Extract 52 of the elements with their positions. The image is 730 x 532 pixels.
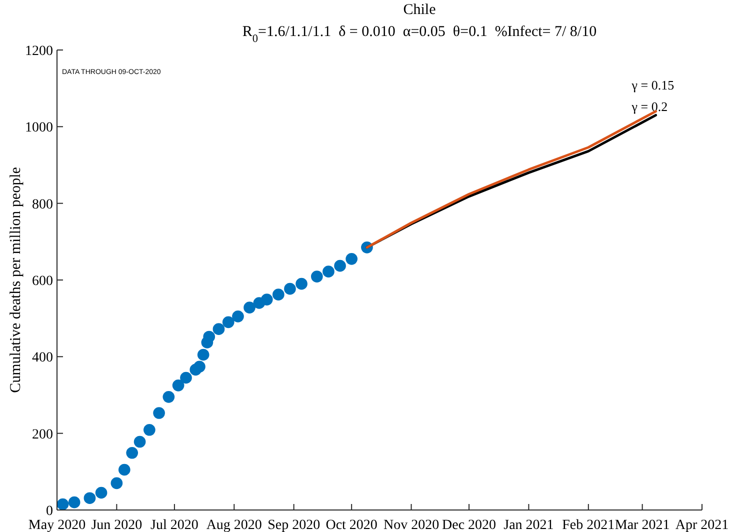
point [68, 496, 80, 508]
text: γ = 0.15 [630, 77, 674, 92]
point [322, 266, 334, 278]
point [272, 288, 284, 300]
y-axis-title: Cumulative deaths per million people [8, 166, 24, 393]
x-tick-label: Nov 2020 [383, 518, 440, 532]
point [212, 323, 225, 335]
x-tick-label: Sep 2020 [268, 518, 320, 532]
point [144, 424, 156, 436]
point [244, 302, 256, 314]
point [134, 436, 146, 448]
point [153, 407, 165, 419]
x-tick-label: Mar 2021 [614, 518, 670, 532]
x-tick-label: Oct 2020 [326, 518, 378, 532]
point [172, 380, 184, 392]
point [197, 348, 210, 361]
point [84, 492, 96, 504]
x-tick-label: Jun 2020 [91, 518, 142, 532]
y-tick-label: 400 [32, 350, 53, 366]
point [284, 282, 296, 295]
y-tick-label: 0 [46, 504, 53, 519]
series-label: γ = 0.2 [630, 99, 668, 114]
x-tick-label: May 2020 [28, 518, 86, 532]
point [232, 310, 244, 322]
x-tick-label: Dec 2020 [442, 518, 496, 532]
point [56, 498, 69, 510]
point [296, 278, 308, 290]
y-tick-label: 1000 [25, 120, 53, 136]
point [126, 446, 138, 459]
point [110, 477, 123, 490]
x-tick-label: Jul 2020 [150, 518, 198, 532]
y-tick-label: 600 [32, 274, 53, 289]
x-tick-label: Aug 2020 [206, 518, 262, 532]
point [346, 253, 358, 265]
point [334, 260, 346, 272]
y-tick-label: 800 [32, 197, 53, 212]
chart-subtitle: R$_{0}$=1.6/1.1/1.1 δ = 0.010 α=0.05 θ=0.1 %Infect= 7/ 8/10 [242, 24, 597, 45]
point [95, 486, 108, 499]
point [194, 360, 206, 373]
point [222, 316, 234, 328]
point [203, 330, 216, 343]
x-tick-label: Feb 2021 [562, 518, 615, 532]
point [118, 464, 130, 476]
point [311, 270, 323, 282]
chart-title: Chile [403, 2, 436, 18]
point [260, 294, 273, 306]
point [162, 391, 175, 403]
y-tick-label: 200 [32, 427, 53, 442]
x-tick-label: Jan 2021 [504, 518, 554, 532]
y-tick-label: 1200 [25, 44, 53, 59]
x-tick-label: Apr 2021 [675, 518, 729, 532]
point [180, 372, 192, 384]
